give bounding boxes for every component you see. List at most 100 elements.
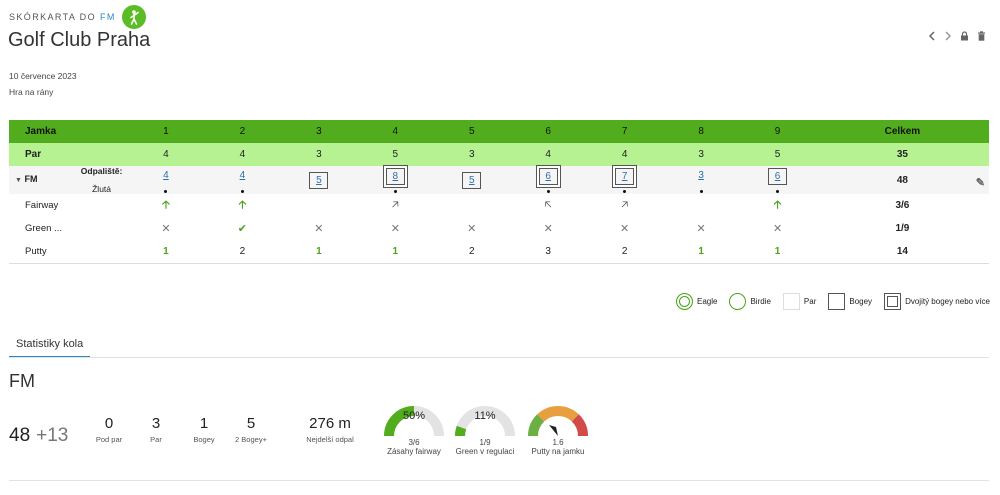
putts-value: 1: [662, 240, 740, 264]
par-label: Par: [9, 143, 128, 166]
stat-under-par: 0 Pod par: [79, 415, 139, 444]
player-name: FM: [24, 174, 38, 184]
stat-value: 0: [104, 415, 114, 432]
hole-number: 5: [433, 120, 510, 143]
score-summary: 48 +13: [9, 425, 68, 447]
fairway-fraction: 3/6: [408, 438, 420, 447]
cross-icon: ✕: [467, 223, 477, 235]
gir-fraction: 1/9: [479, 438, 491, 447]
player-toggle[interactable]: ▼ FM: [9, 166, 76, 194]
hole-score-link[interactable]: 7: [615, 167, 635, 185]
scorecard-label: SKÓRKARTA DO FM: [9, 5, 146, 29]
cross-icon: ✕: [620, 223, 630, 235]
trash-icon[interactable]: [977, 30, 986, 44]
par-value: 4: [204, 143, 281, 166]
drive-dot: [240, 189, 244, 193]
hole-number: 4: [357, 120, 434, 143]
hole-score-link[interactable]: 4: [163, 169, 169, 181]
hole-number: 3: [280, 120, 358, 143]
scorecard-player-link[interactable]: FM: [100, 12, 116, 22]
hole-score-link[interactable]: 8: [385, 167, 405, 185]
legend-double-bogey-label: Dvojitý bogey nebo více: [905, 297, 990, 306]
green-row: Green ... ✕ ✔ ✕ ✕ ✕ ✕ ✕ ✕ ✕ 1/9: [9, 217, 989, 240]
chevron-left-icon[interactable]: [928, 30, 936, 44]
stat-value: 3: [151, 415, 161, 432]
tee-label: Odpaliště:: [80, 166, 123, 176]
cross-icon: ✕: [772, 223, 783, 235]
gauge-needle: [549, 425, 558, 436]
stats-player-name: FM: [9, 371, 35, 391]
stat-par: 3 Par: [126, 415, 186, 444]
drive-dot: [776, 189, 780, 193]
page-title: Golf Club Praha: [8, 29, 151, 51]
stat-double-bogey: 5 2 Bogey+: [221, 415, 281, 444]
putts-gauge-label: Putty na jamku: [531, 447, 585, 456]
hole-row: Jamka 1 2 3 4 5 6 7 8 9 Celkem: [9, 120, 989, 143]
stat-value: 276 m: [309, 415, 351, 432]
legend-par-label: Par: [803, 297, 817, 306]
gir-percent: 11%: [474, 410, 496, 422]
fairway-miss-left-icon: 🡤: [544, 199, 552, 211]
tee-value: Žlutá: [92, 184, 112, 194]
par-value: 3: [280, 143, 358, 166]
lock-icon[interactable]: [960, 30, 969, 44]
hole-score-link[interactable]: 5: [462, 171, 482, 189]
fairway-gauge-chart: [384, 406, 444, 437]
hole-score-link[interactable]: 4: [239, 169, 246, 181]
legend-birdie-label: Birdie: [750, 297, 771, 306]
putts-value: 2: [204, 240, 281, 264]
cross-icon: ✕: [314, 223, 324, 235]
hole-score-link[interactable]: 6: [538, 167, 558, 185]
par-value: 5: [739, 143, 816, 166]
green-label: Green ...: [25, 223, 62, 234]
hole-number: 9: [739, 120, 816, 143]
legend-eagle-label: Eagle: [697, 297, 718, 306]
hole-score-link[interactable]: 6: [768, 167, 788, 185]
hole-score-link[interactable]: 3: [698, 169, 704, 181]
stat-label: Bogey: [193, 435, 215, 444]
toolbar: [928, 30, 986, 44]
legend-birdie: Birdie: [729, 293, 771, 310]
scorecard-table: Jamka 1 2 3 4 5 6 7 8 9 Celkem Par 4 4 3…: [9, 120, 989, 264]
putts-value: 1: [280, 240, 358, 264]
legend-bogey-label: Bogey: [849, 297, 873, 306]
total-label: Celkem: [815, 120, 989, 143]
par-value: 5: [357, 143, 434, 166]
cross-icon: ✕: [696, 223, 706, 235]
drive-dot: [623, 189, 627, 193]
scorecard-label-text: SKÓRKARTA DO: [9, 12, 96, 22]
cross-icon: ✕: [390, 223, 400, 235]
hole-number: 7: [586, 120, 663, 143]
stat-longest-drive: 276 m Nejdelší odpal: [290, 415, 370, 444]
legend-eagle: Eagle: [676, 293, 717, 310]
chevron-right-icon[interactable]: [944, 30, 952, 44]
tab-round-stats[interactable]: Statistiky kola: [9, 335, 91, 358]
par-value: 3: [433, 143, 510, 166]
par-row: Par 4 4 3 5 3 4 4 3 5 35: [9, 143, 989, 166]
double-circle-icon: [676, 293, 693, 310]
green-total: 1/9: [895, 223, 910, 234]
double-square-icon: [884, 293, 902, 310]
hole-label: Jamka: [9, 120, 128, 143]
putts-value: 2: [586, 240, 663, 264]
putts-value: 1: [739, 240, 816, 264]
putts-gauge: 1.6 Putty na jamku: [526, 402, 590, 456]
stat-value: 1: [199, 415, 209, 432]
hole-score-link[interactable]: 5: [309, 171, 329, 189]
par-value: 4: [127, 143, 205, 166]
hole-number: 1: [127, 120, 205, 143]
gir-gauge-chart: [455, 406, 515, 437]
score-legend: Eagle Birdie Par Bogey Dvojitý bogey neb…: [664, 293, 990, 310]
drive-dot: [546, 189, 550, 193]
score-total: 48: [896, 174, 908, 186]
legend-bogey: Bogey: [828, 293, 872, 310]
cross-icon: ✕: [161, 223, 171, 235]
golfer-logo-icon: [121, 5, 146, 29]
caret-down-icon[interactable]: ▼: [15, 177, 22, 184]
game-type: Hra na rány: [9, 87, 54, 97]
hole-number: 8: [662, 120, 740, 143]
fairway-miss-right-icon: 🡥: [621, 199, 629, 211]
round-date: 10 července 2023: [9, 71, 77, 81]
pencil-icon[interactable]: ✎: [975, 177, 985, 189]
putts-average: 1.6: [552, 438, 564, 447]
